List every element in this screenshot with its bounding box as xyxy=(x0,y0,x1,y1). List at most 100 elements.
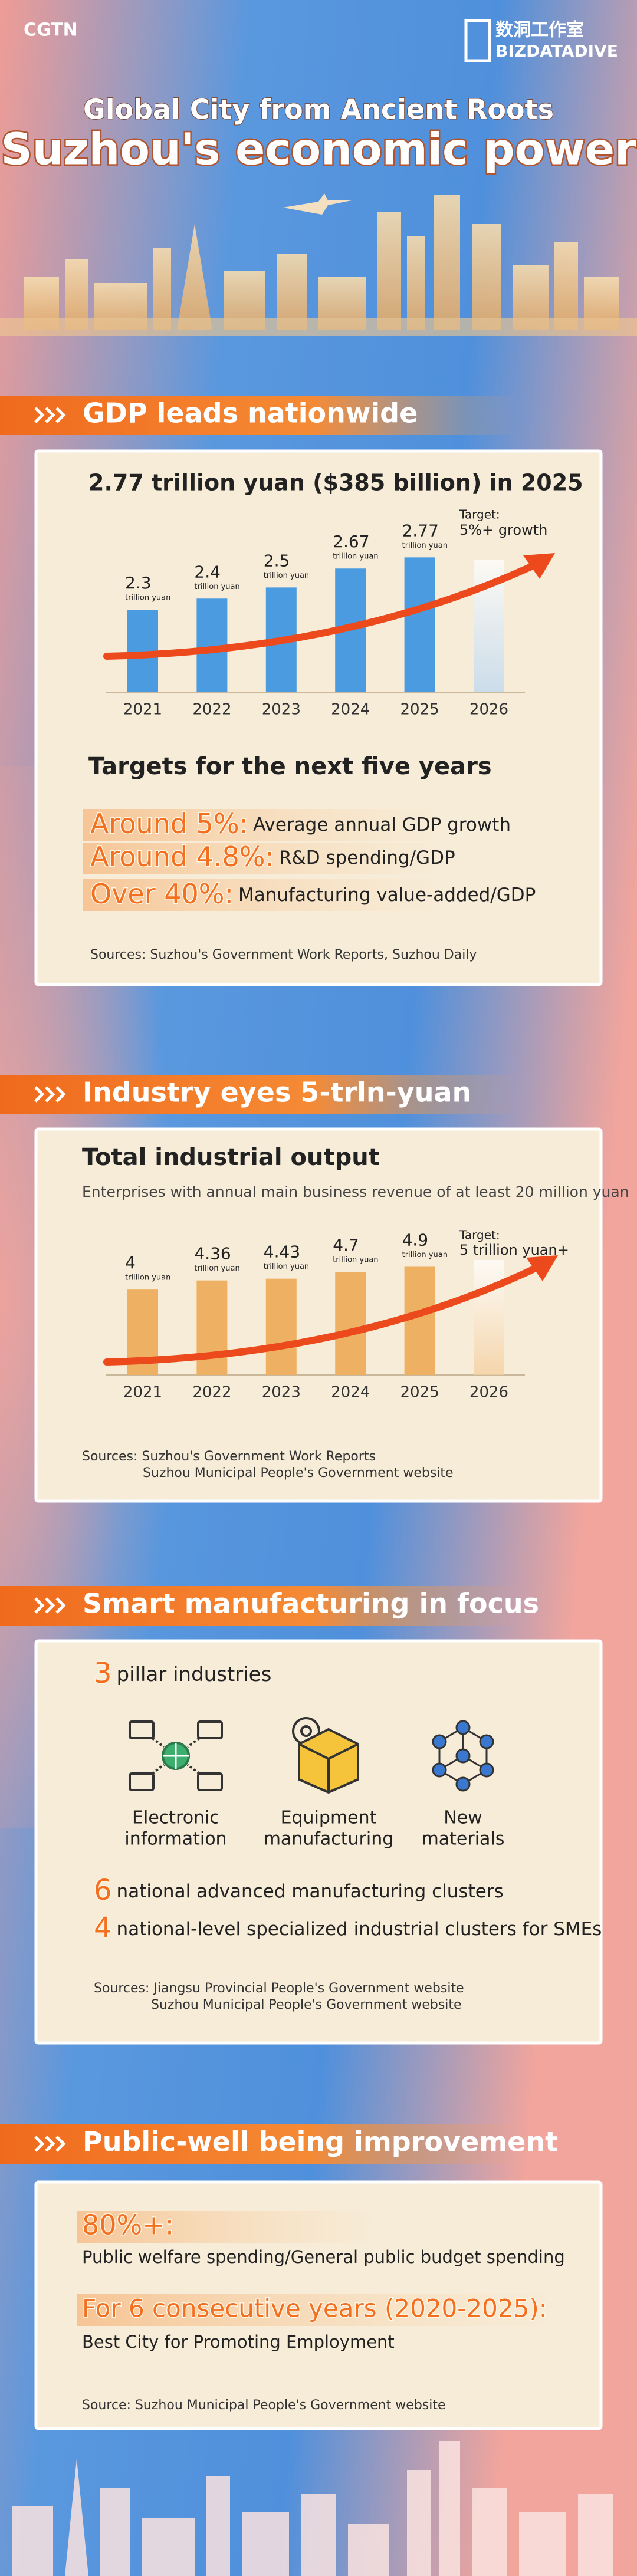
annotation-label: Target: xyxy=(459,1228,500,1242)
value-label: 2.3 xyxy=(125,573,152,593)
chevron xyxy=(34,1086,45,1103)
highlight: 4 xyxy=(94,1912,112,1945)
section-title: Industry eyes 5-trln-yuan xyxy=(83,1077,471,1108)
wellbeing-value: For 6 consecutive years (2020-2025): xyxy=(82,2294,547,2323)
brand-icon xyxy=(464,19,491,62)
brand-en: BIZDATADIVE xyxy=(495,41,618,61)
chevron xyxy=(55,1597,66,1614)
bar xyxy=(196,1280,228,1375)
x-tick-label: 2024 xyxy=(331,701,370,719)
x-tick-label: 2026 xyxy=(469,1384,508,1401)
label: Manufacturing value-added/GDP xyxy=(238,884,536,906)
cluster-row: 4 national-level specialized industrial c… xyxy=(94,1912,602,1945)
icon-materials xyxy=(432,1720,494,1792)
value-label: 4.9 xyxy=(402,1230,429,1249)
industry-label: New xyxy=(444,1808,482,1828)
annotation-text: 5%+ growth xyxy=(459,522,547,538)
chevron xyxy=(55,1086,66,1103)
wellbeing-value: 80%+: xyxy=(82,2209,174,2241)
value-unit: trillion yuan xyxy=(264,1262,309,1271)
x-tick-label: 2022 xyxy=(192,701,231,719)
value-label: 4.36 xyxy=(194,1244,231,1264)
value-label: 2.4 xyxy=(194,562,221,581)
sources: Source: Suzhou Municipal People's Govern… xyxy=(82,2398,446,2413)
arrow-head xyxy=(523,553,555,579)
value-unit: trillion yuan xyxy=(402,541,448,550)
chevron xyxy=(45,407,55,423)
industry-label: information xyxy=(124,1829,226,1850)
trend-arrow xyxy=(103,1264,541,1366)
chart-subtitle: Enterprises with annual main business re… xyxy=(82,1183,629,1200)
chevron xyxy=(34,2136,45,2152)
chevron xyxy=(55,2136,66,2152)
label: pillar industries xyxy=(117,1663,272,1686)
industry-label: materials xyxy=(422,1829,505,1850)
highlight: Over 40%: xyxy=(90,878,234,910)
value-label: 4.43 xyxy=(264,1242,300,1262)
logo: CGTN xyxy=(24,20,78,41)
value-unit: trillion yuan xyxy=(194,583,239,591)
highlight: 3 xyxy=(94,1657,112,1690)
trend-arrow xyxy=(103,561,539,660)
x-tick-label: 2025 xyxy=(400,1384,439,1401)
target-row: Around 5%: Average annual GDP growth xyxy=(90,808,511,840)
bar xyxy=(404,1266,435,1375)
section-title: Smart manufacturing in focus xyxy=(83,1588,539,1620)
sources: Sources: Suzhou's Government Work Report… xyxy=(90,948,477,962)
industry-label: Equipment xyxy=(281,1808,377,1828)
value-label: 4.7 xyxy=(333,1235,359,1255)
chevron xyxy=(45,1086,55,1103)
sources: Suzhou Municipal People's Government web… xyxy=(151,1998,462,2012)
sources: Sources: Suzhou's Government Work Report… xyxy=(82,1449,376,1464)
wellbeing-label: Public welfare spending/General public b… xyxy=(82,2247,565,2267)
section-title: GDP leads nationwide xyxy=(83,397,418,429)
chart-title: 2.77 trillion yuan ($385 billion) in 202… xyxy=(88,470,583,496)
value-label: 2.77 xyxy=(402,521,439,540)
value-unit: trillion yuan xyxy=(194,1264,239,1273)
chevron xyxy=(45,2136,55,2152)
bar xyxy=(265,1278,297,1375)
chevron xyxy=(45,1597,55,1614)
label: R&D spending/GDP xyxy=(279,847,455,868)
cluster-row: 6 national advanced manufacturing cluster… xyxy=(94,1874,504,1907)
x-tick-label: 2026 xyxy=(469,701,508,719)
value-unit: trillion yuan xyxy=(333,552,378,561)
x-tick-label: 2021 xyxy=(123,1384,162,1401)
highlight: 6 xyxy=(94,1874,112,1907)
label: national-level specialized industrial cl… xyxy=(117,1919,602,1940)
annotation-label: Target: xyxy=(459,508,500,522)
icon-equipment xyxy=(292,1717,359,1794)
x-tick-label: 2021 xyxy=(123,701,162,719)
target-row: Around 4.8%: R&D spending/GDP xyxy=(90,841,455,873)
target-bar xyxy=(474,1260,504,1375)
subtitle: Suzhou's economic power xyxy=(1,124,636,175)
panels xyxy=(34,449,603,2430)
pillar-row: 3 pillar industries xyxy=(94,1657,271,1690)
highlight: Around 4.8%: xyxy=(90,841,274,873)
value-label: 2.5 xyxy=(264,551,290,570)
value-label: 4 xyxy=(125,1253,136,1272)
chart-title: Total industrial output xyxy=(82,1144,380,1171)
wellbeing-label: Best City for Promoting Employment xyxy=(82,2332,395,2352)
chevron xyxy=(55,407,66,423)
value-label: 2.67 xyxy=(333,532,369,551)
x-tick-label: 2023 xyxy=(262,1384,301,1401)
sources: Sources: Jiangsu Provincial People's Gov… xyxy=(94,1981,464,1996)
row-highlights xyxy=(77,809,560,2326)
value-unit: trillion yuan xyxy=(333,1256,378,1265)
value-unit: trillion yuan xyxy=(125,594,170,603)
sources: Suzhou Municipal People's Government web… xyxy=(143,1466,454,1481)
bar xyxy=(404,557,435,692)
targets-title: Targets for the next five years xyxy=(88,753,492,780)
value-unit: trillion yuan xyxy=(264,571,309,580)
industry-label: Electronic xyxy=(132,1808,219,1828)
icon-electronic xyxy=(129,1720,223,1791)
annotation-text: 5 trillion yuan+ xyxy=(459,1242,569,1258)
x-tick-label: 2025 xyxy=(400,701,439,719)
chevron xyxy=(34,1597,45,1614)
label: national advanced manufacturing clusters xyxy=(117,1881,504,1902)
highlight: Around 5%: xyxy=(90,808,248,840)
industry-label: manufacturing xyxy=(264,1829,394,1850)
